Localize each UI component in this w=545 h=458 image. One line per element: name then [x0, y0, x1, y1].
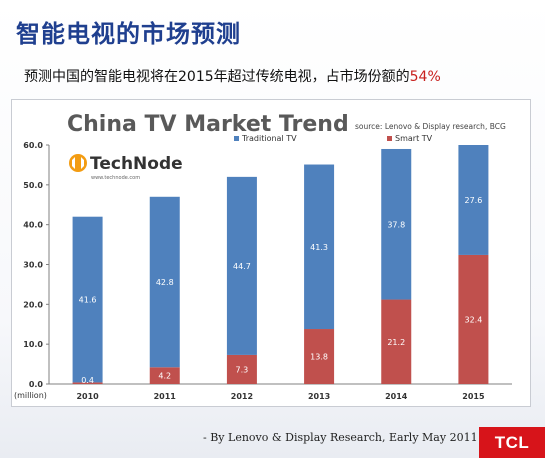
- bar-traditional-tv: [149, 196, 180, 368]
- x-tick-label: 2013: [308, 392, 330, 401]
- technode-logo: TechNode www.technode.com: [69, 154, 183, 181]
- data-label-smart-tv: 13.8: [310, 353, 328, 362]
- x-tick-label: 2011: [154, 392, 177, 401]
- technode-logo-mark: [72, 157, 84, 169]
- y-tick-label: 0.0: [29, 380, 44, 389]
- bar-smart-tv: [458, 254, 489, 384]
- y-tick-label: 10.0: [23, 340, 43, 349]
- chart-frame: China TV Market Trend source: Lenovo & D…: [11, 99, 531, 407]
- y-tick-label: 40.0: [23, 221, 43, 230]
- y-tick-label: 30.0: [23, 261, 43, 270]
- x-tick-label: 2015: [462, 392, 485, 401]
- chart-source: source: Lenovo & Display research, BCG: [355, 122, 506, 131]
- bar-smart-tv: [149, 367, 180, 384]
- legend-swatch-smart: [387, 136, 392, 141]
- slide-title: 智能电视的市场预测: [16, 19, 241, 48]
- y-tick-label: 60.0: [23, 141, 43, 150]
- tcl-logo: TCL: [479, 427, 545, 458]
- tcl-logo-text: TCL: [494, 432, 530, 452]
- x-tick-label: 2014: [385, 392, 408, 401]
- plot-area: 0.0 10.0 20.0 30.0 40.0 50.0 60.0 0.4 41.6 2010 4.…: [23, 141, 512, 401]
- x-tick-label: 2010: [76, 392, 99, 401]
- legend-label-traditional: Traditional TV: [241, 134, 297, 143]
- data-label-traditional-tv: 41.6: [79, 296, 97, 305]
- subtitle-accent: 54%: [409, 69, 441, 85]
- chart-title: China TV Market Trend: [67, 112, 349, 137]
- data-label-smart-tv: 7.3: [236, 365, 249, 374]
- bar-smart-tv: [381, 299, 412, 384]
- stacked-bar-chart: China TV Market Trend source: Lenovo & D…: [14, 112, 512, 401]
- y-tick-label: 50.0: [23, 181, 43, 190]
- technode-logo-icon: [69, 154, 87, 172]
- technode-logo-text: TechNode: [90, 154, 183, 174]
- legend: Traditional TV Smart TV: [234, 134, 433, 143]
- technode-url: www.technode.com: [91, 175, 140, 181]
- data-label-smart-tv: 0.4: [81, 376, 94, 385]
- data-label-smart-tv: 21.2: [387, 338, 405, 347]
- data-label-traditional-tv: 37.8: [387, 220, 405, 229]
- bar-smart-tv: [72, 382, 103, 384]
- bar-traditional-tv: [72, 216, 103, 383]
- bar-smart-tv: [304, 329, 335, 384]
- y-axis-unit-label: (million): [14, 391, 47, 400]
- data-label-traditional-tv: 27.6: [465, 196, 483, 205]
- subtitle-main: 预测中国的智能电视将在2015年超过传统电视，占市场份额的: [24, 69, 410, 85]
- data-label-traditional-tv: 42.8: [156, 278, 174, 287]
- bar-smart-tv: [226, 354, 257, 384]
- slide-subtitle: 预测中国的智能电视将在2015年超过传统电视，占市场份额的54%: [24, 66, 441, 86]
- data-label-smart-tv: 4.2: [158, 372, 171, 381]
- y-tick-label: 20.0: [23, 300, 43, 309]
- bar-traditional-tv: [304, 164, 335, 330]
- data-label-traditional-tv: 41.3: [310, 243, 328, 252]
- bar-traditional-tv: [458, 145, 489, 255]
- bar-traditional-tv: [226, 176, 257, 355]
- x-tick-label: 2012: [231, 392, 253, 401]
- data-label-smart-tv: 32.4: [465, 315, 483, 324]
- source-note: - By Lenovo & Display Research, Early Ma…: [203, 431, 478, 444]
- legend-label-smart: Smart TV: [395, 134, 433, 143]
- data-label-traditional-tv: 44.7: [233, 262, 251, 271]
- legend-swatch-traditional: [234, 136, 239, 141]
- bar-traditional-tv: [381, 148, 412, 300]
